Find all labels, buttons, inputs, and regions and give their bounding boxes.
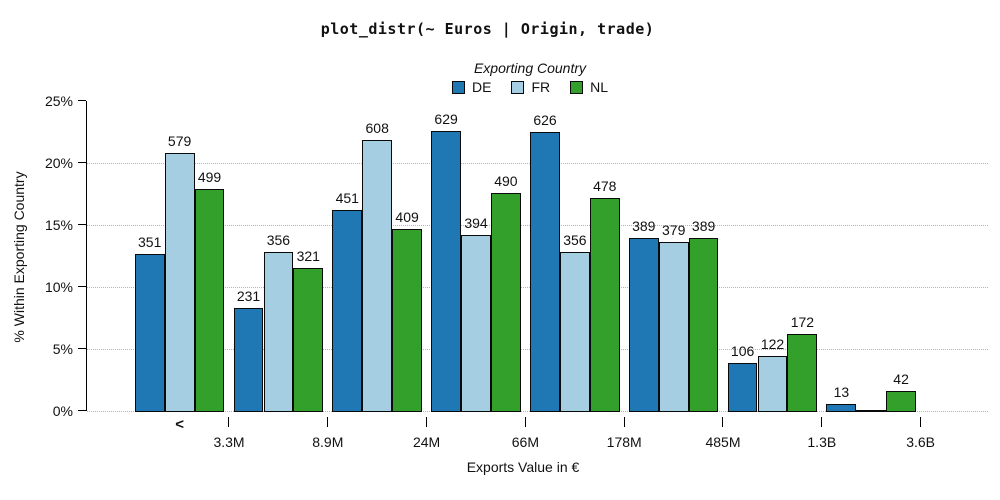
bar-count-DE-bin5: 389 [632, 217, 656, 234]
bar-count-DE-bin0: 351 [138, 234, 162, 251]
legend-item-FR: FR [511, 79, 550, 95]
y-tick-10% [77, 286, 86, 288]
x-tick-3.6B [919, 417, 921, 427]
bar-count-DE-bin1: 231 [236, 287, 261, 304]
bar-count-NL-bin0: 499 [197, 169, 222, 185]
legend-item-NL: NL [570, 79, 608, 95]
bar-DE-bin1 [233, 307, 264, 412]
bar-FR-bin0 [164, 153, 195, 412]
y-axis-line [85, 101, 87, 411]
bar-count-NL-bin1: 321 [296, 247, 320, 264]
bar-FR-bin4 [559, 252, 590, 412]
bar-DE-bin7 [826, 404, 857, 412]
x-tick-1.3B [821, 417, 822, 427]
bar-FR-bin3 [461, 235, 491, 412]
x-tick-178M [623, 417, 625, 427]
bar-NL-bin2 [392, 228, 423, 412]
bar-count-DE-bin3: 629 [434, 111, 458, 127]
legend-swatch-DE [451, 80, 465, 94]
y-tick-5% [77, 348, 86, 350]
bar-NL-bin1 [293, 267, 324, 412]
legend-item-DE: DE [451, 79, 492, 95]
y-tick-25% [77, 100, 86, 102]
legend-label-FR: FR [531, 79, 551, 95]
y-tick-label-20%: 20% [44, 155, 73, 171]
bar-count-DE-bin6: 106 [730, 343, 755, 359]
x-tick-label-485M: 485M [705, 434, 741, 450]
x-tick-label-1.3B: 1.3B [807, 434, 837, 450]
y-tick-label-5%: 5% [52, 341, 73, 357]
x-tick-label-66M: 66M [511, 434, 539, 450]
bar-DE-bin5 [628, 237, 659, 412]
bar-count-FR-bin5: 379 [662, 221, 686, 238]
bar-count-NL-bin3: 490 [494, 173, 518, 189]
bar-count-NL-bin7: 42 [893, 371, 909, 388]
bar-FR-bin1 [263, 252, 294, 412]
y-tick-label-25%: 25% [44, 93, 73, 109]
legend-swatch-FR [511, 80, 525, 94]
bar-count-DE-bin2: 451 [335, 190, 359, 206]
bar-FR-bin6 [757, 355, 788, 412]
bar-NL-bin4 [589, 198, 620, 412]
y-tick-20% [77, 162, 86, 164]
x-tick-label-8.9M: 8.9M [312, 434, 344, 450]
bar-NL-bin0 [194, 189, 225, 412]
x-axis-title: Exports Value in € [466, 459, 580, 475]
x-tick-24M [425, 417, 427, 427]
x-tick-label-3.3M: 3.3M [213, 434, 245, 450]
x-tick-485M [722, 417, 724, 427]
legend-label-NL: NL [590, 79, 609, 95]
legend-label-DE: DE [471, 79, 492, 95]
y-tick-label-15%: 15% [44, 217, 73, 233]
bar-DE-bin2 [332, 210, 363, 412]
bar-NL-bin7 [886, 391, 917, 412]
bar-count-NL-bin4: 478 [593, 178, 617, 195]
bar-FR-bin5 [658, 241, 689, 412]
bar-count-FR-bin2: 608 [365, 120, 389, 137]
x-tick-label-24M: 24M [412, 434, 441, 450]
x-tick-3.3M [228, 417, 230, 427]
y-tick-label-10%: 10% [44, 279, 73, 295]
first-bin-marker: < [175, 416, 184, 433]
legend-swatch-NL [570, 80, 584, 94]
x-tick-8.9M [327, 417, 328, 427]
bar-DE-bin4 [530, 132, 560, 412]
legend-title: Exporting Country [473, 60, 587, 76]
legend-items: DE FR NL [75, 79, 985, 95]
bar-NL-bin3 [491, 193, 521, 412]
bar-DE-bin6 [727, 363, 758, 412]
bar-count-DE-bin4: 626 [533, 112, 557, 129]
bar-count-DE-bin7: 13 [833, 384, 850, 401]
bar-count-FR-bin6: 122 [760, 335, 785, 352]
chart-title: plot_distr(~ Euros | Origin, trade) [320, 20, 655, 38]
y-tick-15% [77, 224, 86, 226]
bar-count-NL-bin2: 409 [395, 208, 419, 225]
legend: Exporting Country DE FR NL [75, 60, 985, 95]
bar-NL-bin5 [688, 237, 719, 412]
bar-count-NL-bin5: 389 [691, 217, 716, 234]
bar-DE-bin0 [134, 254, 165, 412]
y-tick-label-0%: 0% [52, 403, 73, 419]
bar-count-FR-bin1: 356 [266, 232, 291, 248]
bar-DE-bin3 [431, 131, 462, 412]
bar-count-FR-bin4: 356 [563, 232, 587, 248]
bar-count-FR-bin0: 579 [167, 133, 192, 150]
bar-FR-bin7 [856, 410, 887, 412]
x-tick-label-178M: 178M [606, 434, 642, 450]
bar-count-FR-bin3: 394 [464, 215, 488, 232]
x-tick-66M [524, 417, 526, 427]
y-tick-0% [77, 410, 86, 412]
bar-NL-bin6 [787, 333, 818, 412]
bar-count-NL-bin6: 172 [790, 313, 815, 330]
x-tick-label-3.6B: 3.6B [906, 434, 935, 450]
bar-FR-bin2 [362, 140, 393, 412]
